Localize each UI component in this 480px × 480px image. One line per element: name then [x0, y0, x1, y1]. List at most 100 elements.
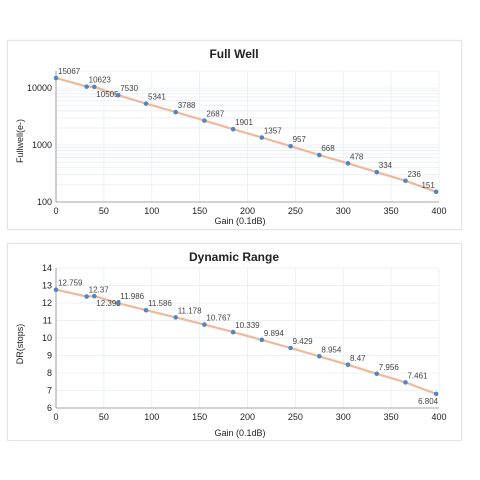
data-point: [202, 322, 207, 327]
x-tick-label: 50: [99, 206, 109, 216]
chart-title: Full Well: [209, 47, 258, 61]
data-point: [84, 294, 89, 299]
data-label: 5341: [148, 93, 166, 102]
x-axis-label: Gain (0.1dB): [214, 428, 265, 438]
data-point: [230, 126, 236, 132]
x-tick-label: 350: [384, 412, 399, 422]
full-well-chart-panel: Full Well Gain (0.1dB) Fullwell(e-) 0 50 1…: [7, 40, 462, 230]
data-label: 1901: [235, 118, 253, 127]
x-tick-label: 200: [240, 412, 255, 422]
data-label: 151: [421, 181, 435, 190]
x-tick-label: 250: [288, 206, 303, 216]
data-label: 12.759: [58, 279, 83, 288]
full-well-chart: Full Well Gain (0.1dB) Fullwell(e-) 0 50 1…: [15, 47, 447, 226]
data-label: 11.986: [120, 292, 144, 301]
y-tick-label: 14: [42, 263, 52, 273]
data-point: [202, 118, 207, 123]
y-tick-label: 10000: [27, 83, 52, 93]
data-label: 236: [407, 170, 421, 179]
data-label: 10505: [96, 90, 119, 99]
y-tick-label: 12: [42, 298, 52, 308]
data-point: [433, 189, 439, 195]
data-point: [115, 300, 121, 306]
data-label: 478: [350, 152, 364, 161]
x-tick-label: 400: [431, 412, 446, 422]
x-tick-label: 150: [192, 412, 207, 422]
data-label: 668: [321, 144, 335, 153]
data-label: 7.956: [379, 363, 400, 372]
x-tick-label: 100: [144, 412, 159, 422]
data-point: [173, 315, 178, 320]
data-point: [403, 178, 408, 184]
dynamic-range-chart-panel: Dynamic Range Gain (0.1dB) DR(stops) 0 50…: [7, 243, 462, 441]
x-tick-label: 400: [431, 206, 446, 216]
data-point: [259, 337, 265, 343]
data-label: 957: [293, 135, 307, 144]
data-label: 9.894: [264, 329, 285, 338]
data-point: [259, 135, 265, 140]
data-label: 7530: [120, 84, 138, 93]
data-point: [143, 307, 149, 313]
x-tick-label: 350: [384, 206, 399, 216]
data-label: 12.392: [96, 299, 121, 308]
data-point: [317, 354, 322, 359]
data-label: 11.586: [148, 299, 172, 308]
y-axis-label: Fullwell(e-): [15, 119, 25, 163]
x-tick-label: 300: [336, 206, 351, 216]
data-point: [403, 380, 408, 385]
x-tick-label: 150: [192, 206, 207, 216]
data-label: 2687: [206, 110, 224, 119]
data-label: 11.178: [178, 306, 202, 315]
data-label: 334: [379, 161, 393, 170]
y-tick-label: 7: [47, 386, 52, 396]
data-label: 10.339: [235, 321, 260, 330]
x-tick-label: 50: [99, 412, 109, 422]
data-label: 3788: [178, 101, 196, 110]
data-label: 15067: [58, 67, 81, 76]
data-point: [345, 161, 351, 166]
data-point: [173, 109, 178, 115]
data-label: 1357: [264, 127, 282, 136]
dynamic-range-chart: Dynamic Range Gain (0.1dB) DR(stops) 0 50…: [15, 250, 447, 438]
x-tick-label: 100: [144, 206, 159, 216]
data-label: 10.767: [206, 314, 231, 323]
data-label: 12.37: [89, 286, 110, 295]
data-label: 8.954: [321, 345, 342, 354]
data-point: [230, 329, 236, 335]
y-tick-label: 9: [47, 351, 52, 361]
data-point: [92, 84, 97, 90]
y-tick-label: 1000: [32, 140, 52, 150]
data-point: [345, 362, 351, 368]
data-point: [288, 143, 293, 149]
chart-title: Dynamic Range: [189, 250, 279, 264]
data-label: 7.461: [407, 371, 428, 380]
x-tick-label: 0: [53, 206, 58, 216]
y-axis-label: DR(stops): [15, 324, 25, 365]
x-tick-label: 0: [53, 412, 58, 422]
y-tick-label: 10: [42, 333, 52, 343]
data-label: 9.429: [293, 337, 314, 346]
data-point: [374, 371, 380, 377]
y-tick-label: 6: [47, 403, 52, 413]
data-point: [53, 75, 59, 81]
data-point: [84, 84, 89, 89]
x-tick-label: 200: [240, 206, 255, 216]
data-point: [143, 101, 149, 106]
y-tick-label: 11: [43, 316, 52, 326]
y-tick-label: 100: [37, 197, 52, 207]
data-point: [92, 293, 97, 299]
data-point: [374, 169, 380, 175]
y-tick-label: 8: [47, 368, 52, 378]
x-tick-label: 250: [288, 412, 303, 422]
x-axis-label: Gain (0.1dB): [214, 216, 265, 226]
data-point: [115, 92, 121, 98]
data-label: 10623: [89, 76, 112, 85]
x-tick-label: 300: [336, 412, 351, 422]
data-label: 6.804: [418, 397, 439, 406]
data-point: [317, 152, 322, 158]
data-point: [53, 287, 59, 293]
y-tick-label: 13: [42, 281, 52, 291]
data-label: 8.47: [350, 354, 366, 363]
data-point: [288, 345, 293, 351]
data-point: [433, 391, 439, 397]
